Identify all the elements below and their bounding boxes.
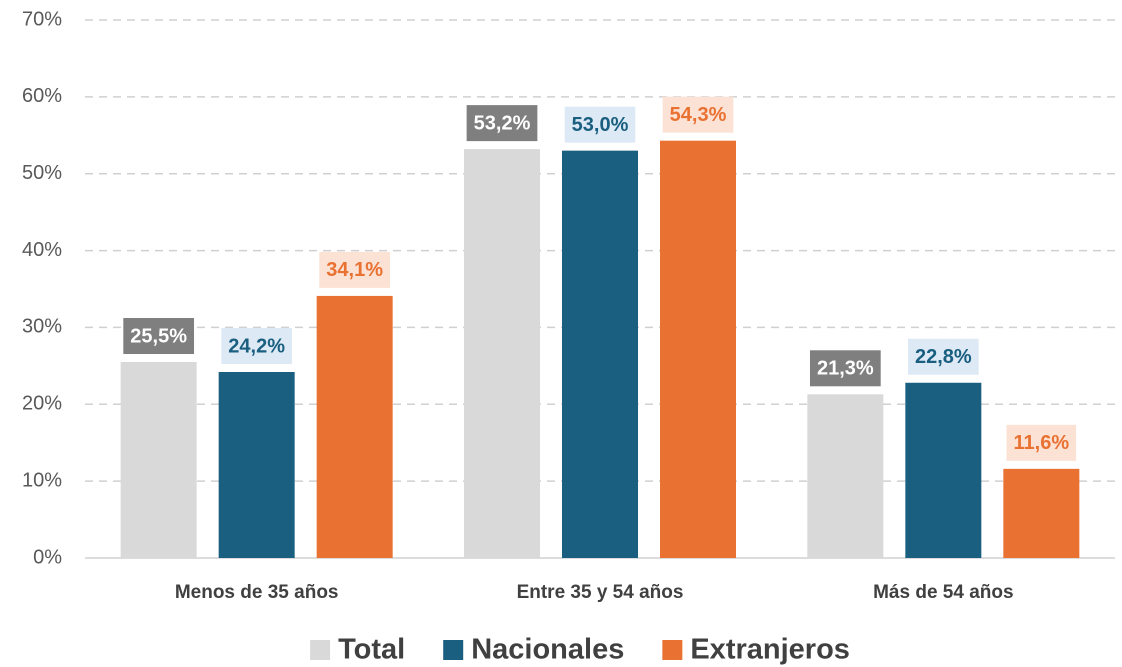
legend-swatch [310,640,331,660]
value-label: 25,5% [123,318,195,355]
value-label-text: 54,3% [670,104,727,126]
y-tick-label: 10% [22,469,62,491]
bar [316,295,393,558]
bar [464,149,540,558]
value-label: 11,6% [1006,424,1077,461]
value-label-box [564,106,636,143]
x-tick-label: Más de 54 años [873,582,1013,603]
value-label-box [1006,424,1077,461]
value-label-box [907,338,979,375]
bar [562,150,638,558]
value-label-text: 25,5% [130,325,187,347]
value-label: 24,2% [221,328,293,365]
value-label: 53,0% [564,106,636,143]
value-label: 53,2% [466,105,538,142]
bar [807,394,884,558]
bar [218,372,295,558]
value-label-box [319,251,391,288]
value-label-box [221,328,293,365]
legend: Total Nacionales Extranjeros [310,634,850,666]
value-label-text: 53,0% [572,114,629,136]
value-label-text: 22,8% [915,346,972,368]
value-label: 22,8% [907,338,979,375]
value-label: 54,3% [662,96,734,133]
legend-swatch [662,640,683,660]
value-label: 34,1% [319,251,391,288]
value-label-box [809,350,881,387]
legend-label: Extranjeros [690,634,850,666]
value-label-text: 53,2% [474,112,531,134]
y-tick-label: 20% [22,393,62,415]
value-label-box [466,105,538,142]
value-label-box [123,318,195,355]
y-tick-label: 60% [22,85,62,107]
value-label-box [662,96,734,133]
legend-label: Nacionales [471,634,624,666]
y-tick-label: 0% [33,546,62,568]
legend-label: Total [338,634,405,666]
x-tick-label: Menos de 35 años [175,582,339,603]
value-label: 21,3% [809,350,881,387]
value-label-text: 24,2% [228,335,285,357]
bar [1003,468,1080,558]
y-tick-label: 30% [22,316,62,338]
y-tick-label: 50% [22,162,62,184]
y-tick-label: 40% [22,239,62,261]
value-label-text: 34,1% [326,259,383,281]
y-tick-label: 70% [22,8,62,30]
bar [660,140,736,558]
bar [120,362,197,558]
bar [905,382,982,558]
value-label-text: 21,3% [817,358,874,380]
value-label-text: 11,6% [1014,432,1070,454]
legend-swatch [443,640,464,660]
x-tick-label: Entre 35 y 54 años [517,582,684,603]
